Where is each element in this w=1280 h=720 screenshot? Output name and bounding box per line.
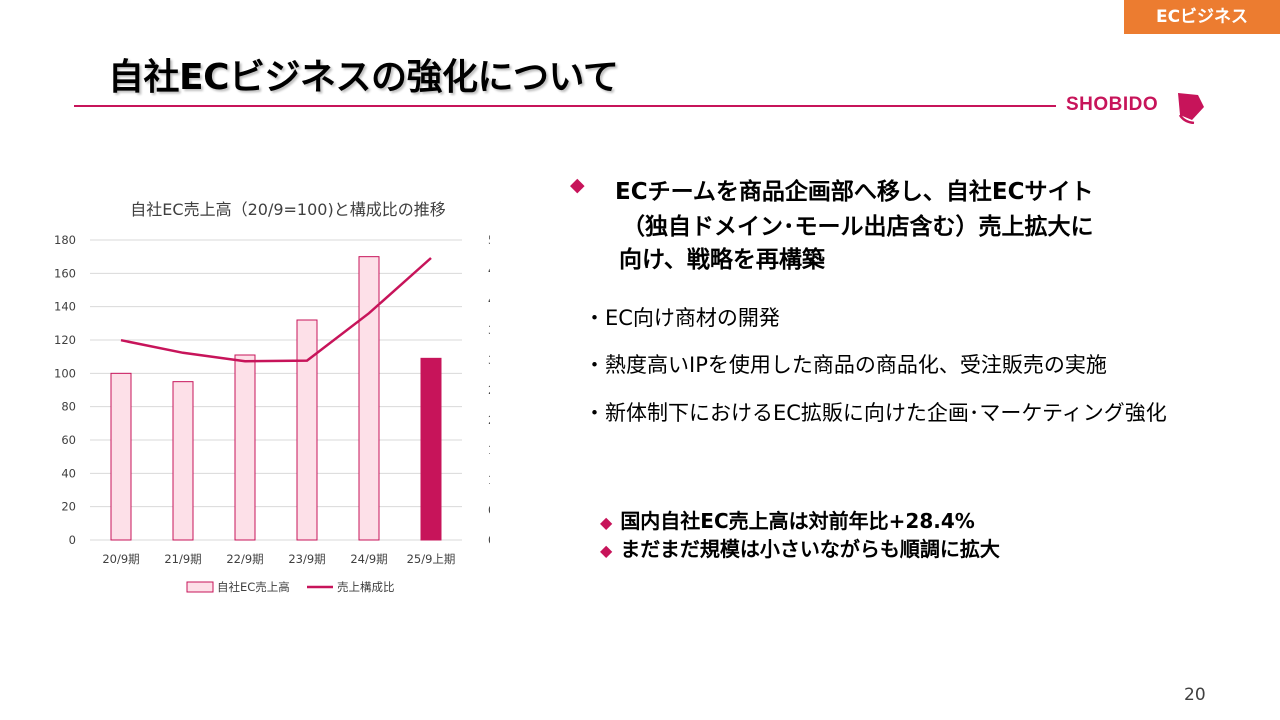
legend-label: 自社EC売上高 [217,580,290,594]
y-right-tick-label: 2.5% [488,383,490,397]
y-right-tick-label: 2.0% [488,413,490,427]
y-left-tick-label: 60 [61,433,76,447]
y-left-tick-label: 160 [54,266,76,280]
x-tick-label: 20/9期 [102,552,139,566]
headline-line-1: ECチームを商品企画部へ移し、自社ECサイト [615,179,1094,205]
bar [296,319,318,541]
note-item: ◆ 国内自社EC売上高は対前年比+28.4% [600,505,975,534]
y-right-tick-label: 4.5% [488,263,490,277]
x-tick-label: 21/9期 [164,552,201,566]
page-title: 自社ECビジネスの強化について [108,57,619,98]
y-left-tick-label: 140 [54,300,76,314]
legend-label: 売上構成比 [337,580,395,594]
y-right-tick-label: 3.0% [488,353,490,367]
page-number: 20 [1184,685,1206,705]
diamond-icon: ◆ [600,541,613,560]
chart-title: 自社EC売上高（20/9=100)と構成比の推移 [130,200,445,219]
y-right-tick-label: 0.0% [488,533,490,547]
note-text: 国内自社EC売上高は対前年比+28.4% [620,509,975,533]
composition-ratio-line [120,257,432,363]
y-right-tick-label: 4.0% [488,293,490,307]
y-right-tick-label: 1.0% [488,473,490,487]
bullet-item: ・EC向け商材の開発 [584,306,780,330]
y-right-tick-label: 1.5% [488,443,490,457]
note-item: ◆ まだまだ規模は小さいながらも順調に拡大 [600,533,1000,562]
bar [172,381,194,541]
y-left-tick-label: 0 [69,533,76,547]
x-tick-label: 25/9上期 [407,552,456,566]
x-tick-label: 24/9期 [350,552,387,566]
y-left-tick-label: 100 [54,366,76,380]
x-tick-label: 22/9期 [226,552,263,566]
y-left-tick-label: 120 [54,333,76,347]
diamond-icon: ◆ [570,174,585,196]
bar [234,354,256,541]
y-left-tick-label: 80 [61,400,76,414]
y-left-tick-label: 40 [61,466,76,480]
y-right-tick-label: 3.5% [488,323,490,337]
headline-line-3: 向け、戦略を再構築 [619,247,825,273]
bar [358,256,380,541]
sales-chart: 自社EC売上高（20/9=100)と構成比の推移 0 20 40 60 80 100 120 1… [54,200,490,594]
y-left-tick-label: 180 [54,233,76,247]
diamond-icon: ◆ [600,513,613,532]
y-right-tick-label: 0.5% [488,503,490,517]
x-tick-label: 23/9期 [288,552,325,566]
title-divider [74,105,1056,107]
bar [110,372,132,541]
logo-text: SHOBIDO [1066,94,1159,115]
y-right-tick-label: 5.0% [488,233,490,247]
y-left-tick-label: 20 [61,500,76,514]
note-text: まだまだ規模は小さいながらも順調に拡大 [620,537,1000,561]
headline-line-2: （独自ドメイン･モール出店含む）売上拡大に [622,214,1094,240]
bullet-item: ・新体制下におけるEC拡販に向けた企画･マーケティング強化 [584,401,1167,425]
section-tag: ECビジネス [1124,0,1280,34]
bar [420,357,442,541]
logo-mark-icon [1178,93,1204,124]
legend-bar-swatch [186,581,214,593]
bullet-item: ・熱度高いIPを使用した商品の商品化、受注販売の実施 [584,353,1107,377]
